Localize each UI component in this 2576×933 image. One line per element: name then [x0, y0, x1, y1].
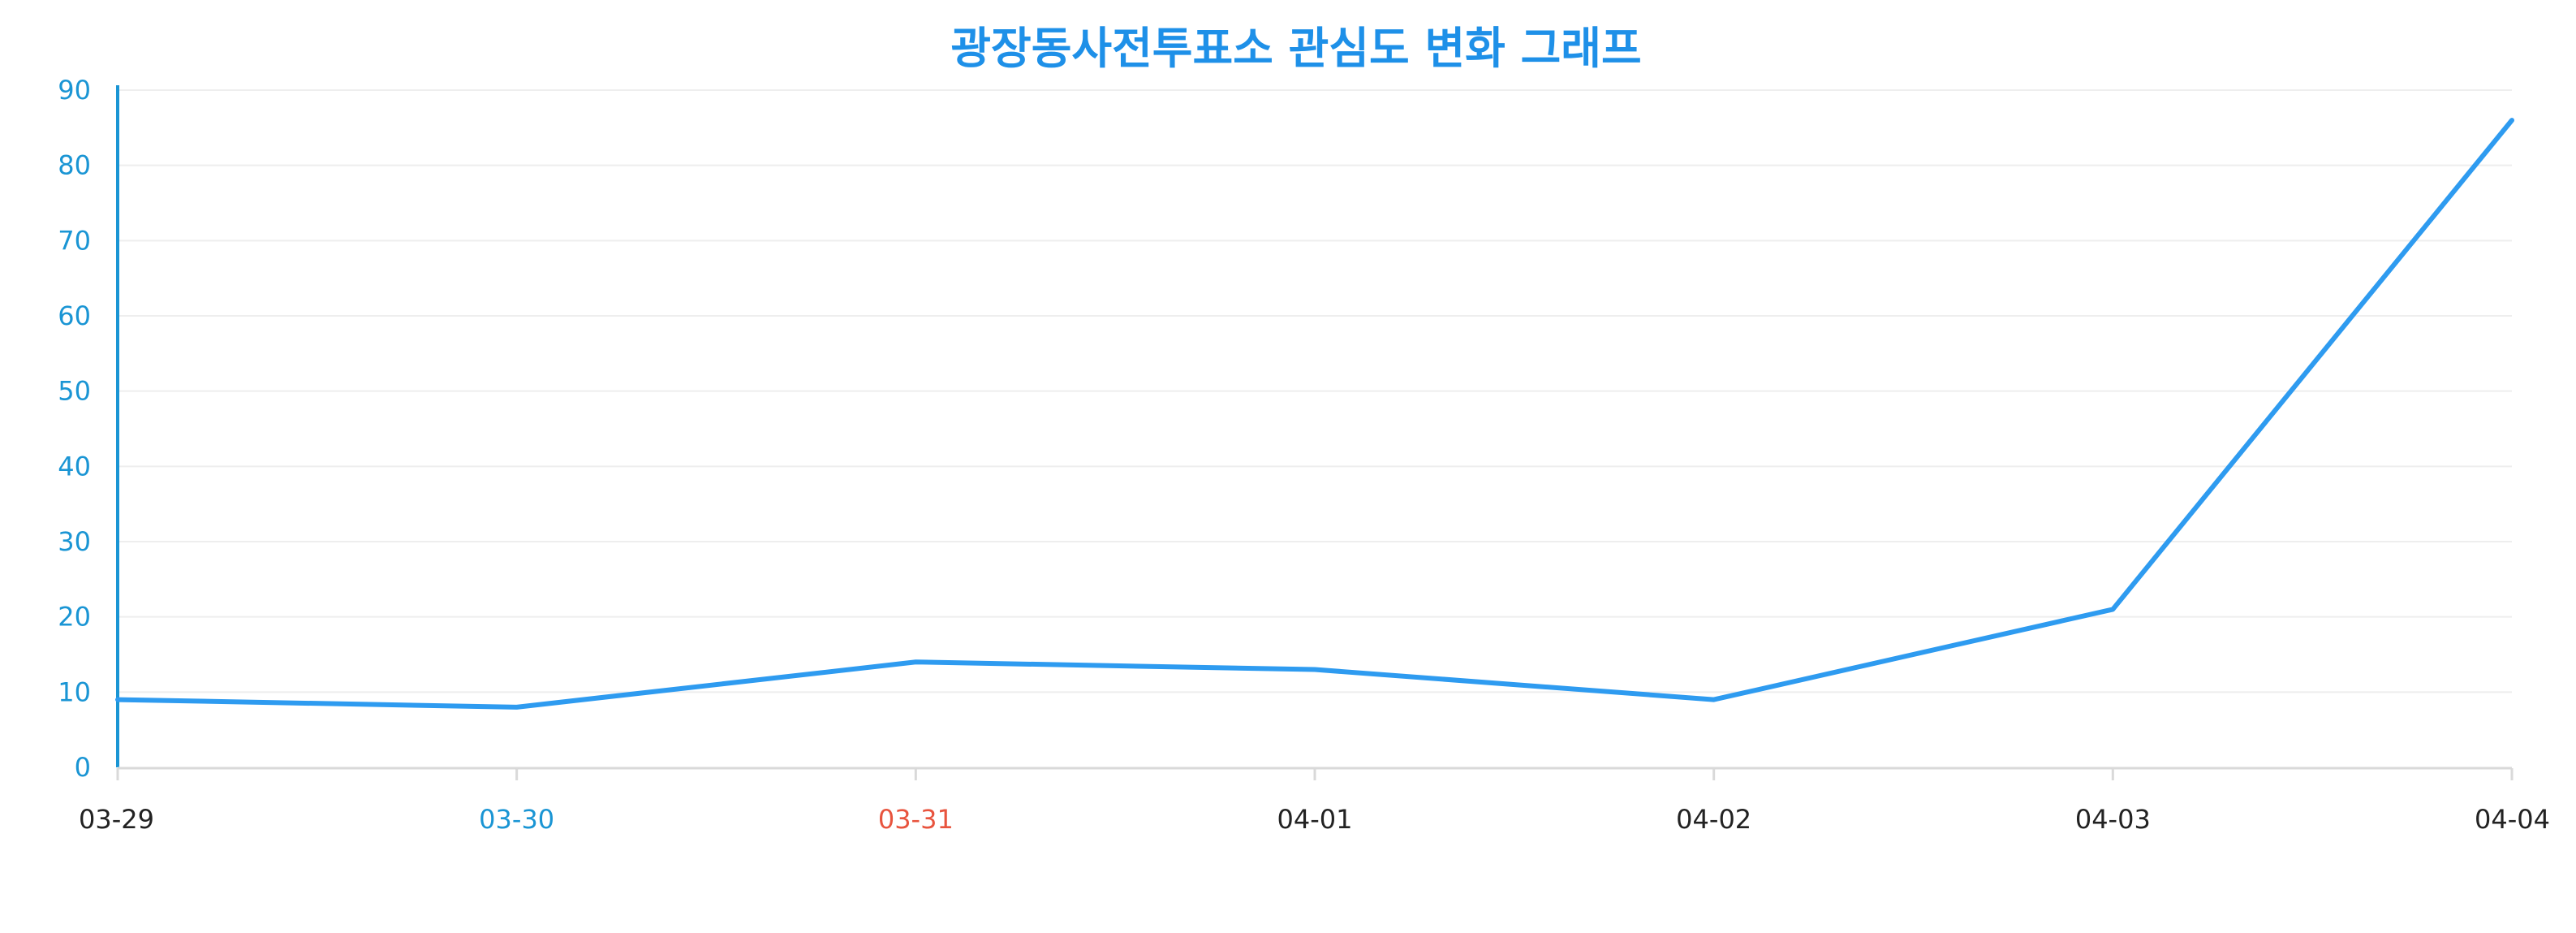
y-tick-label: 10	[58, 676, 91, 707]
y-tick-label: 60	[58, 300, 91, 331]
series-line	[115, 118, 2514, 710]
y-tick-label: 20	[58, 602, 91, 633]
grid-lines	[118, 89, 2512, 693]
y-tick-label: 70	[58, 225, 91, 256]
y-tick-label: 30	[58, 526, 91, 557]
x-tick-label: 04-02	[1676, 804, 1751, 835]
y-tick-label: 0	[75, 752, 91, 783]
x-tick-label: 04-03	[2075, 804, 2151, 835]
axes	[116, 85, 2514, 780]
x-tick-label: 04-01	[1277, 804, 1353, 835]
x-tick-label: 03-30	[479, 804, 554, 835]
x-tick-label: 04-04	[2475, 804, 2550, 835]
series	[115, 118, 2514, 710]
y-tick-label: 40	[58, 451, 91, 482]
y-tick-label: 80	[58, 150, 91, 181]
x-tick-label: 03-29	[79, 804, 154, 835]
y-tick-labels: 0 10 20 30 40 50 60 70 80 90	[58, 75, 91, 783]
chart-title: 광장동사전투표소 관심도 변화 그래프	[950, 23, 1641, 74]
x-tick-labels: 03-29 03-30 03-31 04-01 04-02 04-03 04-04	[79, 804, 2550, 835]
x-tick-label: 03-31	[878, 804, 954, 835]
y-tick-label: 90	[58, 75, 91, 106]
y-tick-label: 50	[58, 376, 91, 407]
